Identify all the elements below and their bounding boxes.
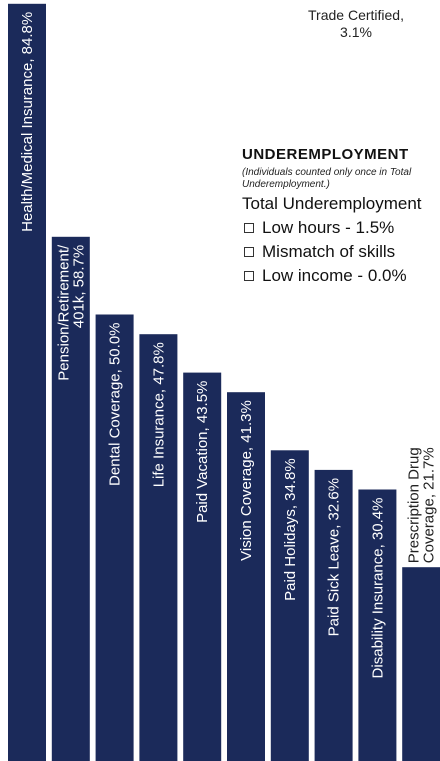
underemployment-list: Low hours - 1.5% Mismatch of skills Low …: [242, 216, 440, 288]
bar-disability-insurance: [358, 489, 397, 761]
bar-data-label-line: Paid Sick Leave, 32.6%: [326, 478, 343, 636]
bar-pension-retirement-401k: [51, 236, 90, 761]
bar-data-label: Prescription DrugCoverage, 21.7%: [406, 447, 438, 563]
bullet-icon: [244, 222, 254, 233]
underemployment-item: Mismatch of skills: [242, 240, 440, 264]
bar-paid-holidays: [270, 450, 309, 761]
bar-data-label: Life Insurance, 47.8%: [150, 342, 167, 487]
bullet-icon: [244, 270, 254, 281]
underemployment-item-text: Low hours - 1.5%: [262, 218, 395, 237]
bar-data-label-line: 401k, 58.7%: [70, 245, 87, 328]
total-underemployment: Total Underemployment: [242, 194, 422, 213]
bar-data-label-line: Life Insurance, 47.8%: [150, 342, 167, 487]
trade-certified-label-line1: Trade Certified,: [308, 7, 404, 23]
bar-data-label: Paid Sick Leave, 32.6%: [326, 478, 343, 636]
underemployment-item: Low hours - 1.5%: [242, 216, 440, 240]
underemployment-item: Low income - 0.0%: [242, 264, 440, 288]
bullet-icon: [244, 246, 254, 257]
bar-data-label-line: Disability Insurance, 30.4%: [369, 498, 386, 679]
bar-data-label-line: Pension/Retirement/: [55, 244, 72, 381]
bar-data-label-line: Paid Holidays, 34.8%: [282, 458, 299, 601]
bar-data-label-line: Prescription Drug: [406, 447, 423, 563]
bar-data-label: Paid Vacation, 43.5%: [194, 381, 211, 523]
bar-data-label: Pension/Retirement/401k, 58.7%: [55, 244, 87, 381]
bar-data-label: Dental Coverage, 50.0%: [107, 323, 124, 486]
underemployment-panel: UNDEREMPLOYMENT (Individuals counted onl…: [242, 146, 440, 288]
underemployment-item-text: Low income - 0.0%: [262, 266, 407, 285]
underemployment-item-text: Mismatch of skills: [262, 242, 396, 261]
bar-dental-coverage: [95, 314, 134, 761]
underemployment-note: (Individuals counted only once in Total …: [242, 167, 412, 190]
bar-data-label-line: Health/Medical Insurance, 84.8%: [19, 12, 36, 232]
trade-certified-label-line2: 3.1%: [340, 24, 372, 40]
bar-paid-vacation: [183, 372, 222, 761]
underemployment-title: UNDEREMPLOYMENT: [242, 146, 409, 163]
bar-data-label: Health/Medical Insurance, 84.8%: [19, 12, 36, 232]
bar-data-label-line: Paid Vacation, 43.5%: [194, 381, 211, 523]
bar-data-label-line: Vision Coverage, 41.3%: [238, 400, 255, 561]
bar-data-label: Vision Coverage, 41.3%: [238, 400, 255, 561]
bar-prescription-drug-coverage: [402, 567, 440, 761]
bar-data-label-line: Coverage, 21.7%: [421, 447, 438, 563]
bar-life-insurance: [139, 334, 178, 761]
bar-data-label: Disability Insurance, 30.4%: [369, 498, 386, 679]
bar-data-label: Paid Holidays, 34.8%: [282, 458, 299, 601]
bar-data-label-line: Dental Coverage, 50.0%: [107, 323, 124, 486]
bar-paid-sick-leave: [314, 469, 353, 761]
bar-health-medical-insurance: [8, 3, 46, 761]
bar-vision-coverage: [227, 392, 265, 761]
trade-certified-label: Trade Certified, 3.1%: [286, 7, 426, 41]
